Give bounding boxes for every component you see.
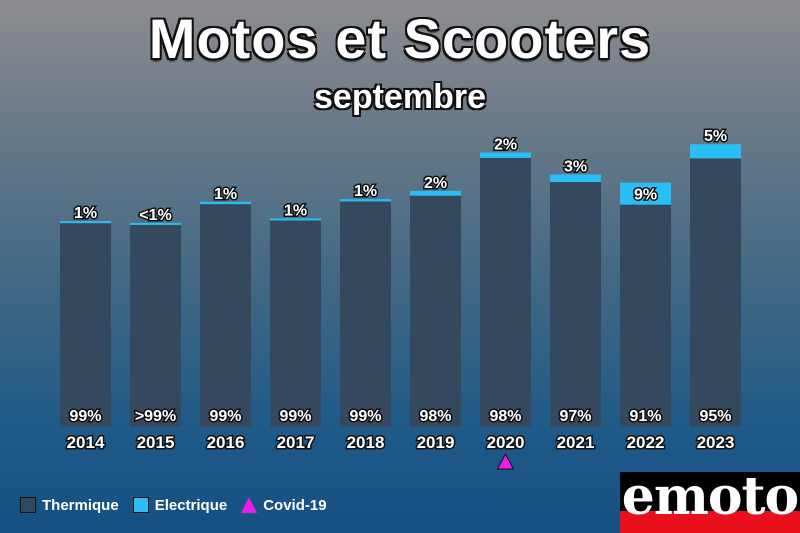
x-tick-label-2015: 2015 <box>137 433 175 452</box>
covid-triangle-icon <box>241 497 258 513</box>
electrique-swatch-icon <box>132 497 149 513</box>
data-label-thermique-2017: 99% <box>279 408 311 425</box>
x-tick-label-2017: 2017 <box>277 433 315 452</box>
data-label-thermique-2014: 99% <box>69 408 101 425</box>
legend-label-thermique: Thermique <box>42 496 119 514</box>
x-tick-label-2022: 2022 <box>627 433 665 452</box>
x-tick-label-2020: 2020 <box>487 433 525 452</box>
data-label-thermique-2023: 95% <box>699 408 731 425</box>
data-label-thermique-2019: 98% <box>419 408 451 425</box>
bar-thermique-2023 <box>690 158 741 427</box>
bar-thermique-2022 <box>620 204 671 427</box>
data-label-electrique-2019: 2% <box>424 175 447 192</box>
bar-thermique-2014 <box>60 223 111 427</box>
logo-red-band <box>620 511 800 533</box>
legend-item-thermique: Thermique <box>20 497 119 514</box>
x-tick-label-2023: 2023 <box>697 433 735 452</box>
data-label-electrique-2017: 1% <box>284 202 307 219</box>
bar-thermique-2021 <box>550 181 601 427</box>
data-label-electrique-2014: 1% <box>74 205 97 222</box>
chart-subtitle: septembre <box>314 78 486 116</box>
x-tick-label-2021: 2021 <box>557 433 595 452</box>
x-tick-label-2019: 2019 <box>417 433 455 452</box>
x-tick-label-2018: 2018 <box>347 433 385 452</box>
bar-electrique-2020 <box>480 152 531 158</box>
data-label-thermique-2022: 91% <box>629 408 661 425</box>
bar-thermique-2015 <box>130 224 181 427</box>
data-label-electrique-2022: 9% <box>634 187 657 204</box>
bar-electrique-2017 <box>270 218 321 221</box>
data-label-thermique-2020: 98% <box>489 408 521 425</box>
legend-label-covid: Covid-19 <box>263 496 327 514</box>
bar-thermique-2017 <box>270 220 321 427</box>
thermique-swatch-icon <box>20 497 36 513</box>
x-tick-label-2016: 2016 <box>207 433 245 452</box>
data-label-electrique-2021: 3% <box>564 158 587 175</box>
emoto-logo: emoto <box>620 472 800 533</box>
legend: Thermique Electrique Covid-19 <box>20 495 341 515</box>
chart-title: Motos et Scooters <box>148 7 652 70</box>
x-tick-label-2014: 2014 <box>67 433 105 452</box>
logo-text: emoto <box>621 472 800 527</box>
data-label-thermique-2018: 99% <box>349 408 381 425</box>
legend-label-electrique: Electrique <box>154 496 228 514</box>
bar-thermique-2018 <box>340 201 391 427</box>
legend-item-electrique: Electrique <box>132 496 228 514</box>
bar-thermique-2016 <box>200 204 251 427</box>
bar-electrique-2016 <box>200 201 251 205</box>
bar-electrique-2015 <box>130 222 181 225</box>
data-label-electrique-2023: 5% <box>704 128 727 145</box>
data-label-electrique-2015: <1% <box>139 207 171 224</box>
covid-marker-triangle-icon <box>496 452 515 470</box>
bar-electrique-2023 <box>690 144 741 159</box>
bar-thermique-2020 <box>480 157 531 428</box>
data-label-thermique-2016: 99% <box>209 408 241 425</box>
bar-electrique-2021 <box>550 174 601 182</box>
data-label-electrique-2020: 2% <box>494 136 517 153</box>
bar-electrique-2019 <box>410 190 461 196</box>
bar-thermique-2019 <box>410 195 461 427</box>
bar-electrique-2022 <box>620 182 671 205</box>
bar-electrique-2018 <box>340 199 391 202</box>
data-label-thermique-2015: >99% <box>135 408 176 425</box>
bar-electrique-2014 <box>60 221 111 224</box>
data-label-electrique-2018: 1% <box>354 183 377 200</box>
data-label-thermique-2021: 97% <box>559 408 591 425</box>
data-label-electrique-2016: 1% <box>214 186 237 203</box>
legend-item-covid: Covid-19 <box>241 496 327 514</box>
